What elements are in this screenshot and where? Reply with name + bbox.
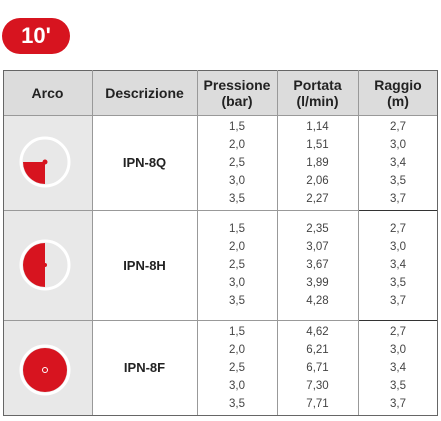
column-divider: [277, 70, 278, 415]
header-cell: Arco: [3, 70, 92, 115]
header-text: Pressione: [203, 76, 271, 93]
header-text: Arco: [31, 84, 64, 101]
column-divider: [197, 70, 198, 415]
value-cell: 1,89: [306, 156, 329, 169]
value-cell: 3,5: [229, 397, 245, 410]
value-cell: 3,4: [390, 361, 406, 374]
column-divider: [358, 70, 359, 415]
value-cell: 3,7: [390, 192, 406, 205]
model-name: IPN-8Q: [122, 155, 167, 170]
value-cell: 7,30: [306, 379, 329, 392]
value-cell: 2,27: [306, 192, 329, 205]
value-cell: 2,06: [306, 174, 329, 187]
value-cell: 3,99: [306, 277, 329, 289]
value-cell: 2,5: [229, 156, 245, 169]
value-cell: 2,7: [390, 325, 406, 338]
group-divider: [358, 210, 438, 211]
value-cell: 3,7: [390, 295, 406, 307]
model-name: IPN-8H: [123, 257, 166, 273]
value-cell: 3,0: [229, 277, 245, 289]
model-name: IPN-8F: [123, 360, 166, 375]
column-divider: [3, 70, 4, 415]
header-cell: Raggio (m): [358, 70, 438, 115]
header-text: Descrizione: [105, 84, 184, 101]
header-bg: [3, 70, 438, 115]
value-cell: 7,71: [306, 397, 329, 410]
border: [3, 415, 438, 416]
border: [3, 70, 438, 71]
value-cell: 3,07: [306, 241, 329, 253]
value-cell: 3,0: [229, 174, 245, 187]
header-cell: Descrizione: [92, 70, 197, 115]
header-text: (bar): [221, 92, 253, 109]
value-cell: 3,67: [306, 259, 329, 271]
value-cell: 1,5: [229, 223, 245, 235]
value-cell: 2,7: [390, 223, 406, 235]
value-cell: 3,4: [390, 156, 406, 169]
value-cell: 3,5: [390, 277, 406, 289]
column-divider: [92, 70, 93, 415]
value-cell: 3,5: [390, 379, 406, 392]
header-cell: Pressione (bar): [197, 70, 277, 115]
header-text: Raggio: [374, 76, 422, 93]
value-cell: 2,0: [229, 138, 245, 151]
value-cell: 6,71: [306, 361, 329, 374]
value-cell: 1,51: [306, 138, 329, 151]
value-cell: 1,14: [306, 120, 329, 133]
value-cell: 3,5: [229, 192, 245, 205]
value-cell: 3,0: [390, 241, 406, 253]
value-cell: 2,35: [306, 223, 329, 235]
icon-quarter: [19, 136, 71, 188]
column-divider: [437, 70, 438, 415]
group-divider: [3, 320, 358, 321]
value-cell: 4,62: [306, 325, 329, 338]
value-cell: 3,7: [390, 397, 406, 410]
value-cell: 2,0: [229, 241, 245, 253]
value-cell: 3,5: [390, 174, 406, 187]
header-text: (m): [387, 92, 409, 109]
border: [3, 115, 438, 116]
header-cell: Portata (l/min): [277, 70, 358, 115]
value-cell: 4,28: [306, 295, 329, 307]
group-divider: [3, 210, 358, 211]
icon-full: [19, 344, 71, 396]
value-cell: 3,0: [390, 343, 406, 356]
value-cell: 1,5: [229, 325, 245, 338]
value-cell: 2,5: [229, 259, 245, 271]
value-cell: 2,5: [229, 361, 245, 374]
group-divider: [358, 320, 438, 321]
icon-half: [19, 239, 71, 291]
badge: 10': [2, 18, 70, 54]
value-cell: 1,5: [229, 120, 245, 133]
header-text: Portata: [293, 76, 342, 93]
value-cell: 2,7: [390, 120, 406, 133]
value-cell: 3,4: [390, 259, 406, 271]
header-text: (l/min): [296, 92, 339, 109]
value-cell: 6,21: [306, 343, 329, 356]
value-cell: 3,0: [390, 138, 406, 151]
value-cell: 2,0: [229, 343, 245, 356]
value-cell: 3,5: [229, 295, 245, 307]
value-cell: 3,0: [229, 379, 245, 392]
